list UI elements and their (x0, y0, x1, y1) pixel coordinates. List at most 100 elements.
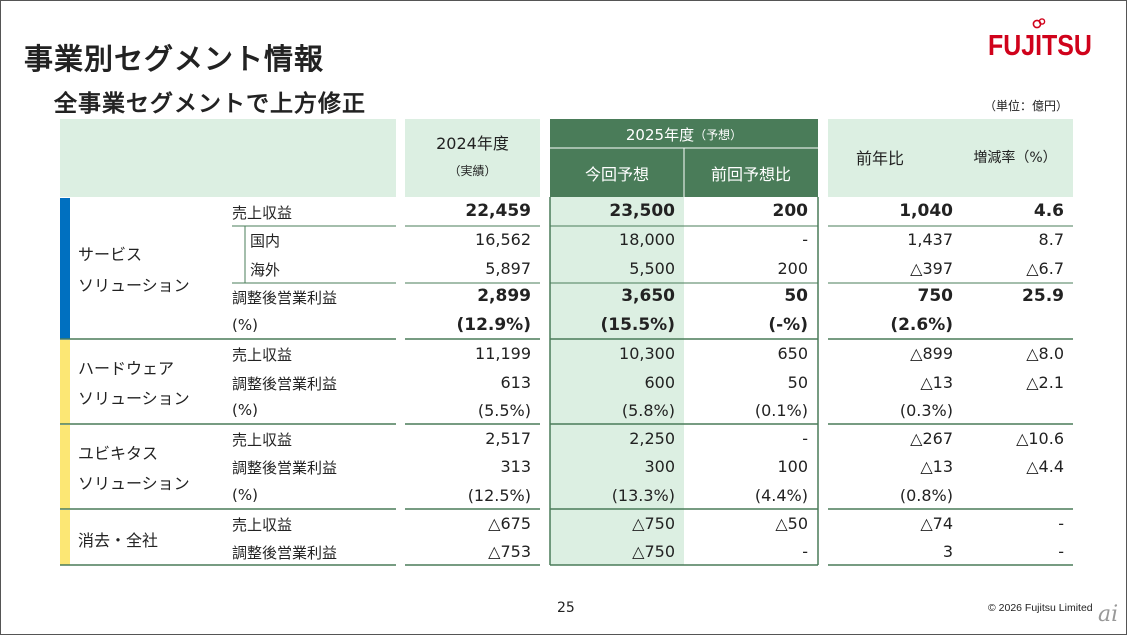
cell-fy2024: (5.5%) (477, 401, 531, 420)
cell-fy2024: (12.5%) (467, 486, 531, 505)
logo-text: FUJITSU (988, 30, 1092, 62)
cell-vs-previous: 650 (777, 344, 808, 363)
cell-fy2024: 5,897 (485, 259, 531, 278)
cell-yoy: △13 (920, 373, 953, 392)
cell-yoy: (0.3%) (899, 401, 953, 420)
cell-current-forecast: 2,250 (629, 429, 675, 448)
cell-vs-previous: 50 (787, 373, 808, 392)
cell-current-forecast: △750 (632, 542, 675, 561)
cell-current-forecast: △750 (632, 514, 675, 533)
cell-current-forecast: (13.3%) (611, 486, 675, 505)
cell-change-rate: △8.0 (1026, 344, 1064, 363)
page-subtitle: 全事業セグメントで上方修正 (54, 91, 366, 117)
cell-yoy: △267 (910, 429, 953, 448)
cell-change-rate: △2.1 (1026, 373, 1064, 392)
header-fy2025-note: （予想） (694, 127, 743, 142)
cell-fy2024: △753 (488, 542, 531, 561)
cell-change-rate: - (1058, 514, 1064, 533)
cell-yoy: 750 (917, 286, 954, 306)
cell-change-rate: △6.7 (1026, 259, 1064, 278)
row-label: 調整後営業利益 (232, 544, 338, 562)
cell-vs-previous: (4.4%) (754, 486, 808, 505)
cell-yoy: △397 (910, 259, 953, 278)
segment-name: ソリューション (78, 276, 190, 295)
cell-current-forecast: (5.8%) (621, 401, 675, 420)
cell-vs-previous: 50 (784, 286, 808, 306)
page-title: 事業別セグメント情報 (24, 42, 325, 76)
cell-change-rate: △10.6 (1016, 429, 1064, 448)
segment-name: 消去・全社 (78, 531, 159, 550)
cell-current-forecast: (15.5%) (600, 315, 675, 335)
header-current-forecast: 今回予想 (584, 164, 649, 184)
cell-current-forecast: 300 (644, 457, 675, 476)
cell-vs-previous: - (802, 542, 808, 561)
cell-fy2024: 613 (500, 373, 531, 392)
cell-vs-previous: △50 (775, 514, 808, 533)
row-label: 売上収益 (232, 346, 293, 364)
watermark-logo: ai (1098, 602, 1119, 627)
segment-name: ハードウェア (78, 359, 175, 378)
cell-current-forecast: 18,000 (619, 230, 675, 249)
cell-yoy: (2.6%) (890, 315, 953, 335)
unit-label: （単位：億円） (984, 99, 1069, 113)
header-change-rate: 増減率（%） (973, 150, 1057, 166)
cell-fy2024: 22,459 (465, 201, 531, 221)
logo-rings-icon (1032, 18, 1046, 29)
copyright: © 2026 Fujitsu Limited (988, 602, 1093, 614)
cell-vs-previous: (-%) (768, 315, 808, 335)
row-label: (%) (232, 316, 258, 334)
cell-change-rate: 25.9 (1022, 286, 1064, 306)
cell-fy2024: △675 (488, 514, 531, 533)
row-label: (%) (232, 486, 258, 504)
cell-fy2024: 11,199 (475, 344, 531, 363)
header-fy2025-label: 2025年度 (625, 125, 695, 144)
header-fy2025: 2025年度 （予想） (550, 120, 818, 148)
row-label: 売上収益 (232, 516, 293, 534)
header-fy2024-note: （実績） (448, 163, 497, 178)
cell-fy2024: 16,562 (475, 230, 531, 249)
cell-yoy: △74 (920, 514, 953, 533)
fujitsu-logo: FUJITSU (988, 18, 1098, 62)
cell-vs-previous: - (802, 429, 808, 448)
cell-yoy: △899 (910, 344, 953, 363)
cell-yoy: 1,040 (899, 201, 953, 221)
cell-yoy: 3 (942, 542, 953, 561)
cell-fy2024: (12.9%) (456, 315, 531, 335)
header-fy2024: 2024年度 (436, 134, 509, 153)
page-number: 25 (557, 600, 575, 616)
row-label: 調整後営業利益 (232, 375, 338, 393)
row-label: 売上収益 (232, 204, 293, 222)
cell-yoy: (0.8%) (899, 486, 953, 505)
cell-change-rate: 8.7 (1038, 230, 1064, 249)
cell-vs-previous: 100 (777, 457, 808, 476)
row-label: (%) (232, 401, 258, 419)
cell-vs-previous: (0.1%) (754, 401, 808, 420)
cell-current-forecast: 23,500 (609, 201, 675, 221)
cell-current-forecast: 600 (644, 373, 675, 392)
row-label: 国内 (250, 232, 281, 250)
cell-yoy: 1,437 (907, 230, 953, 249)
cell-current-forecast: 5,500 (629, 259, 675, 278)
cell-fy2024: 313 (500, 457, 531, 476)
segment-name: サービス (78, 245, 143, 264)
row-label: 海外 (250, 261, 281, 279)
header-vs-previous: 前回予想比 (710, 164, 791, 184)
cell-vs-previous: 200 (777, 259, 808, 278)
cell-vs-previous: 200 (772, 201, 809, 221)
cell-vs-previous: - (802, 230, 808, 249)
segment-name: ソリューション (78, 474, 190, 493)
cell-change-rate: △4.4 (1026, 457, 1064, 476)
cell-change-rate: 4.6 (1033, 201, 1064, 221)
cell-change-rate: - (1058, 542, 1064, 561)
cell-current-forecast: 10,300 (619, 344, 675, 363)
segment-name: ユビキタス (78, 444, 159, 463)
segment-name: ソリューション (78, 389, 190, 408)
row-label: 売上収益 (232, 431, 293, 449)
cell-yoy: △13 (920, 457, 953, 476)
cell-fy2024: 2,517 (485, 429, 531, 448)
cell-current-forecast: 3,650 (621, 286, 675, 306)
cell-fy2024: 2,899 (477, 286, 531, 306)
row-label: 調整後営業利益 (232, 459, 338, 477)
row-label: 調整後営業利益 (232, 289, 338, 307)
